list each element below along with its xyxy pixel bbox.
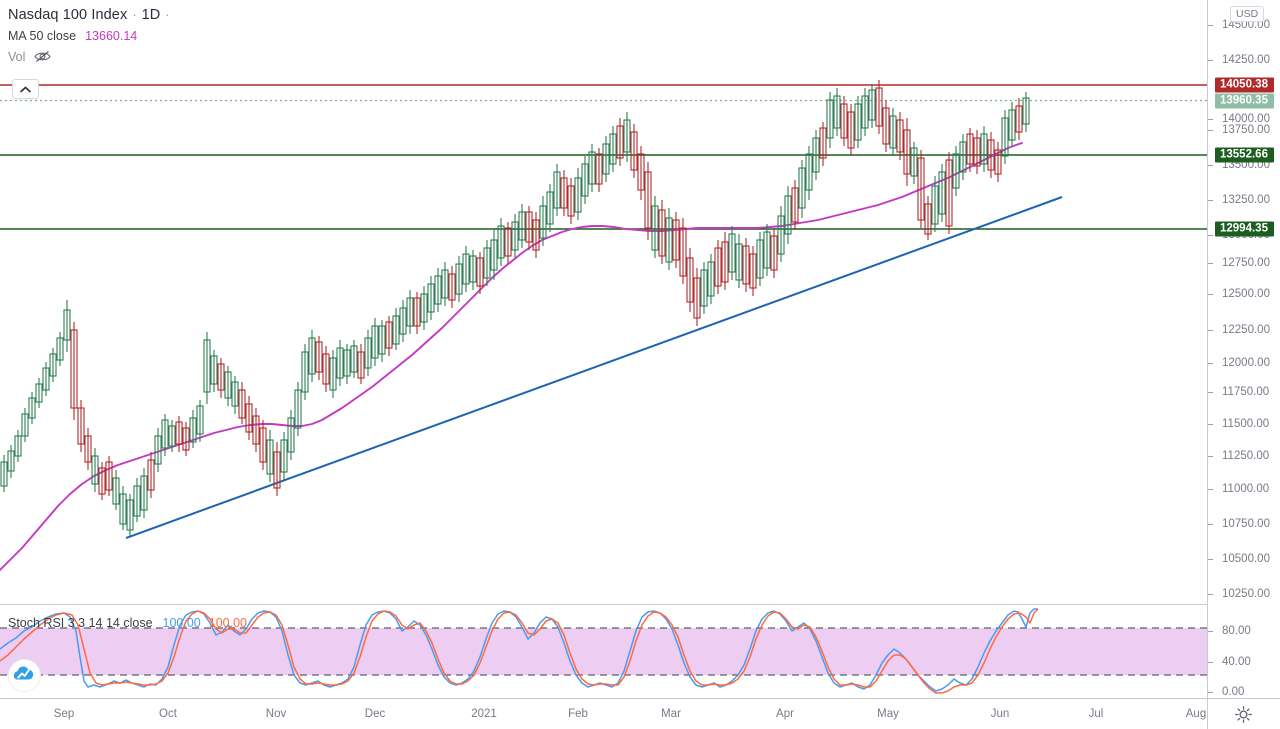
tradingview-logo-icon[interactable]	[8, 659, 41, 692]
eye-crossed-icon[interactable]	[34, 50, 52, 63]
price-tick-label: 10500.00	[1222, 553, 1270, 565]
time-tick-label: Apr	[776, 708, 794, 720]
price-plot[interactable]	[0, 0, 1207, 604]
resolution-label[interactable]: 1D	[141, 6, 161, 23]
time-tick-label: Jul	[1088, 708, 1104, 720]
price-tick-label: 13750.00	[1222, 124, 1270, 136]
overbought-oversold-band	[0, 628, 1207, 675]
price-tick-label: 14500.00	[1222, 19, 1270, 31]
support-level-1-badge[interactable]: 13552.66	[1215, 147, 1274, 163]
time-tick-label: Mar	[661, 708, 681, 720]
price-axis[interactable]: USD 14500.00 14250.00 14000.00 13750.00 …	[1207, 0, 1280, 698]
gear-icon[interactable]	[1235, 706, 1252, 723]
legend-ma-row[interactable]: MA 50 close 13660.14	[8, 25, 175, 46]
price-tick-label: 11750.00	[1222, 386, 1270, 398]
candlestick-series	[0, 80, 1030, 536]
chart-legend: Nasdaq 100 Index · 1D · MA 50 close 1366…	[8, 4, 175, 67]
stoch-rsi-legend: Stoch RSI 3 3 14 14 close 100.00 100.00	[8, 612, 247, 633]
ma50-label[interactable]: MA 50 close	[8, 28, 77, 43]
pane-separator	[0, 604, 1207, 605]
price-tick-label: 12000.00	[1222, 357, 1270, 369]
stoch-k-line	[0, 608, 1038, 692]
price-tick-label: 14000.00	[1222, 113, 1270, 125]
time-tick-label: Oct	[159, 708, 177, 720]
price-tick-label: 12750.00	[1222, 257, 1270, 269]
currency-chip[interactable]: USD	[1230, 6, 1265, 22]
price-tick-label: 12500.00	[1222, 288, 1270, 300]
legend-separator-2: ·	[165, 7, 170, 22]
osc-tick-label: 40.00	[1222, 656, 1251, 668]
symbol-name[interactable]: Nasdaq 100 Index	[8, 6, 128, 23]
time-tick-label: Sep	[53, 708, 75, 720]
time-tick-label: May	[877, 708, 899, 720]
price-tick-label: 13250.00	[1222, 194, 1270, 206]
price-tick-label: 10750.00	[1222, 518, 1270, 530]
stoch-rsi-d-value: 100.00	[208, 615, 247, 630]
time-axis[interactable]: Sep Oct Nov Dec 2021 Feb Mar Apr May Jun…	[0, 698, 1280, 729]
price-tick-label: 11500.00	[1222, 418, 1270, 430]
support-level-2-badge[interactable]: 12994.35	[1215, 221, 1274, 237]
time-tick-label: Feb	[568, 708, 588, 720]
legend-title-row[interactable]: Nasdaq 100 Index · 1D ·	[8, 4, 175, 25]
stoch-rsi-plot[interactable]	[0, 605, 1207, 698]
ma50-line	[0, 142, 1023, 571]
volume-label[interactable]: Vol	[8, 49, 26, 64]
stoch-rsi-legend-row[interactable]: Stoch RSI 3 3 14 14 close 100.00 100.00	[8, 612, 247, 633]
stoch-d-line	[0, 608, 1039, 694]
stoch-rsi-label[interactable]: Stoch RSI 3 3 14 14 close	[8, 615, 153, 630]
time-tick-label: Aug	[1185, 708, 1207, 720]
price-tick-label: 14250.00	[1222, 54, 1270, 66]
price-tick-label: 10250.00	[1222, 588, 1270, 600]
osc-tick-label: 80.00	[1222, 625, 1251, 637]
stoch-rsi-k-value: 100.00	[162, 615, 201, 630]
osc-tick-label: 0.00	[1222, 686, 1245, 698]
chevron-up-icon	[20, 85, 31, 92]
time-axis-divider	[1207, 699, 1208, 729]
time-tick-label: Jun	[990, 708, 1010, 720]
price-tick-label: 11250.00	[1222, 450, 1270, 462]
legend-volume-row[interactable]: Vol	[8, 46, 175, 67]
collapse-pane-button[interactable]	[12, 79, 39, 99]
time-tick-label: 2021	[471, 708, 497, 720]
legend-separator-1: ·	[132, 7, 137, 22]
stoch-rsi-pane[interactable]	[0, 605, 1207, 698]
price-tick-label: 11000.00	[1222, 483, 1270, 495]
time-tick-label: Dec	[364, 708, 386, 720]
time-tick-label: Nov	[265, 708, 287, 720]
resistance-level-badge[interactable]: 14050.38	[1215, 77, 1274, 93]
price-pane[interactable]	[0, 0, 1207, 604]
last-price-badge[interactable]: 13960.35	[1215, 93, 1274, 109]
trendline[interactable]	[125, 196, 1063, 539]
ma50-value: 13660.14	[85, 28, 138, 43]
price-tick-label: 12250.00	[1222, 324, 1270, 336]
